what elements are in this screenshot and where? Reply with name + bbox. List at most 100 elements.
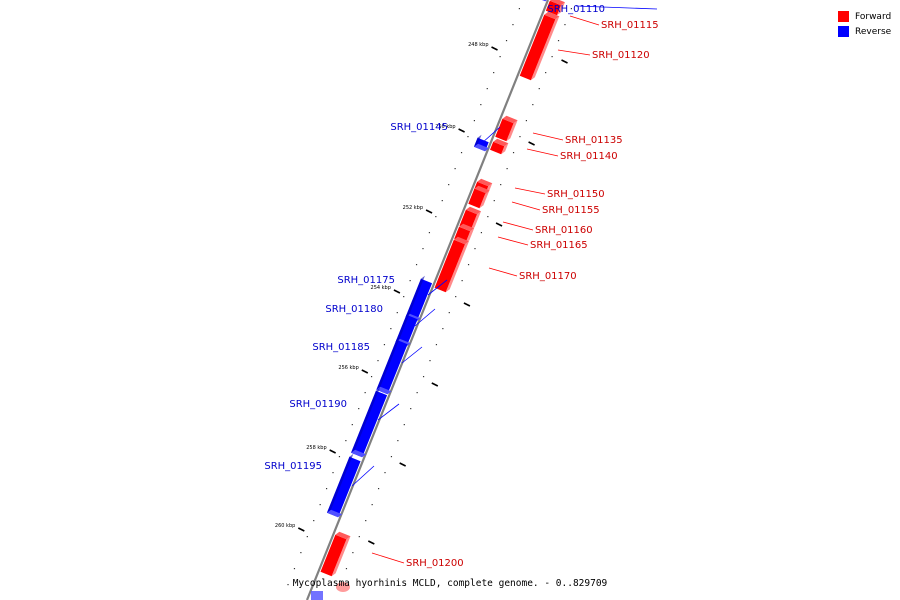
minor-tick [352, 552, 354, 554]
minor-tick [416, 392, 418, 394]
minor-tick [384, 472, 386, 474]
minor-tick [409, 280, 411, 282]
gene-leader-line [481, 126, 501, 144]
major-tick-right [367, 540, 375, 545]
gene-leader-line [414, 308, 436, 327]
gene-srh-01140[interactable] [490, 138, 509, 155]
minor-tick [518, 8, 520, 10]
gene-label[interactable]: SRH_01185 [312, 342, 370, 353]
gene-srh-01145[interactable] [473, 134, 490, 152]
minor-tick [410, 408, 412, 410]
gene-body [326, 456, 361, 518]
gene-label[interactable]: SRH_01115 [601, 20, 659, 31]
gene-label[interactable]: SRH_01145 [390, 122, 448, 133]
minor-tick [358, 536, 360, 538]
gene-leader-line [502, 221, 534, 231]
gene-leader-line [371, 552, 405, 564]
gene-side [376, 336, 401, 390]
legend-item-reverse: Reverse [838, 24, 891, 39]
minor-tick [441, 200, 443, 202]
minor-tick [473, 120, 475, 122]
gene-label[interactable]: SRH_01165 [530, 240, 588, 251]
minor-tick [397, 440, 399, 442]
gene-srh-01120[interactable] [519, 11, 560, 81]
major-tick-left [297, 527, 305, 532]
gene-leader-line [351, 465, 375, 487]
minor-tick [460, 152, 463, 154]
gene-bevel [473, 143, 490, 152]
gene-leader-line [511, 201, 541, 211]
gene-label[interactable]: SRH_01160 [535, 225, 593, 236]
gene-srh-01190[interactable] [351, 387, 388, 458]
gene-bevel [549, 0, 565, 6]
minor-tick [551, 56, 553, 58]
minor-tick [396, 312, 398, 314]
minor-tick [545, 72, 547, 74]
tick-label: 258 kbp [306, 445, 326, 451]
gene-srh-01170[interactable] [434, 236, 469, 293]
gene-body [495, 118, 514, 142]
major-tick-right [495, 222, 503, 227]
gene-side [351, 387, 380, 453]
minor-tick [525, 120, 527, 122]
major-tick-left [458, 128, 465, 133]
minor-tick [370, 376, 373, 378]
minor-tick [480, 104, 482, 106]
genome-axis [305, 0, 550, 600]
gene-srh-01115[interactable] [545, 0, 565, 16]
gene-label[interactable]: SRH_01120 [592, 50, 650, 61]
legend-label-forward: Forward [855, 11, 892, 22]
gene-body [434, 239, 465, 293]
partial-feature [336, 582, 350, 592]
tick-label: 260 kbp [275, 523, 295, 529]
gene-side [470, 211, 482, 231]
gene-srh-01200[interactable] [320, 531, 351, 577]
minor-tick [512, 24, 514, 26]
minor-tick [377, 488, 380, 490]
gene-side [331, 536, 351, 577]
minor-tick [505, 40, 508, 42]
tick-label: 250 kbp [435, 124, 455, 130]
major-ticks: 248 kbp 250 kbp 252 kbp 254 kbp 256 kbp 258 k… [275, 42, 568, 545]
gene-srh-01185[interactable] [376, 336, 408, 395]
minor-tick [448, 184, 450, 186]
minor-tick [467, 264, 470, 266]
minor-tick [351, 424, 353, 426]
major-tick-right [399, 462, 407, 467]
gene-side [326, 453, 354, 513]
gene-label[interactable]: SRH_01135 [565, 135, 623, 146]
gene-label[interactable]: SRH_01180 [325, 304, 383, 315]
minor-tick [564, 24, 566, 26]
minor-tick [435, 216, 437, 218]
gene-srh-01110[interactable] [534, 0, 549, 2]
gene-label[interactable]: SRH_01155 [542, 205, 600, 216]
gene-label[interactable]: SRH_01190 [289, 399, 347, 410]
minor-tick [480, 232, 483, 234]
gene-label[interactable]: SRH_01140 [560, 151, 618, 162]
gene-leader-line [569, 15, 600, 26]
gene-label[interactable]: SRH_01195 [264, 461, 322, 472]
gene-srh-01195[interactable] [326, 453, 361, 518]
gene-side [479, 190, 490, 209]
minor-tick [474, 248, 476, 250]
minor-tick [454, 168, 456, 170]
gene-leader-line [401, 346, 423, 364]
gene-leader-line [532, 132, 564, 141]
gene-label[interactable]: SRH_01110 [547, 4, 605, 15]
major-tick-left [361, 369, 369, 374]
gene-srh-01135[interactable] [495, 115, 518, 142]
gene-label[interactable]: SRH_01150 [547, 189, 605, 200]
minor-tick [300, 552, 302, 554]
gene-label[interactable]: SRH_01170 [519, 271, 577, 282]
minor-tick [557, 40, 560, 42]
gene-bevel [335, 531, 351, 540]
gene-label[interactable]: SRH_01200 [406, 558, 464, 569]
minor-tick [338, 456, 341, 458]
minor-tick [364, 392, 366, 394]
gene-label[interactable]: SRH_01175 [337, 275, 395, 286]
minor-tick [383, 344, 386, 346]
major-tick-right [528, 141, 535, 146]
gene-srh-01155[interactable] [468, 185, 490, 209]
gene-body [545, 0, 561, 16]
